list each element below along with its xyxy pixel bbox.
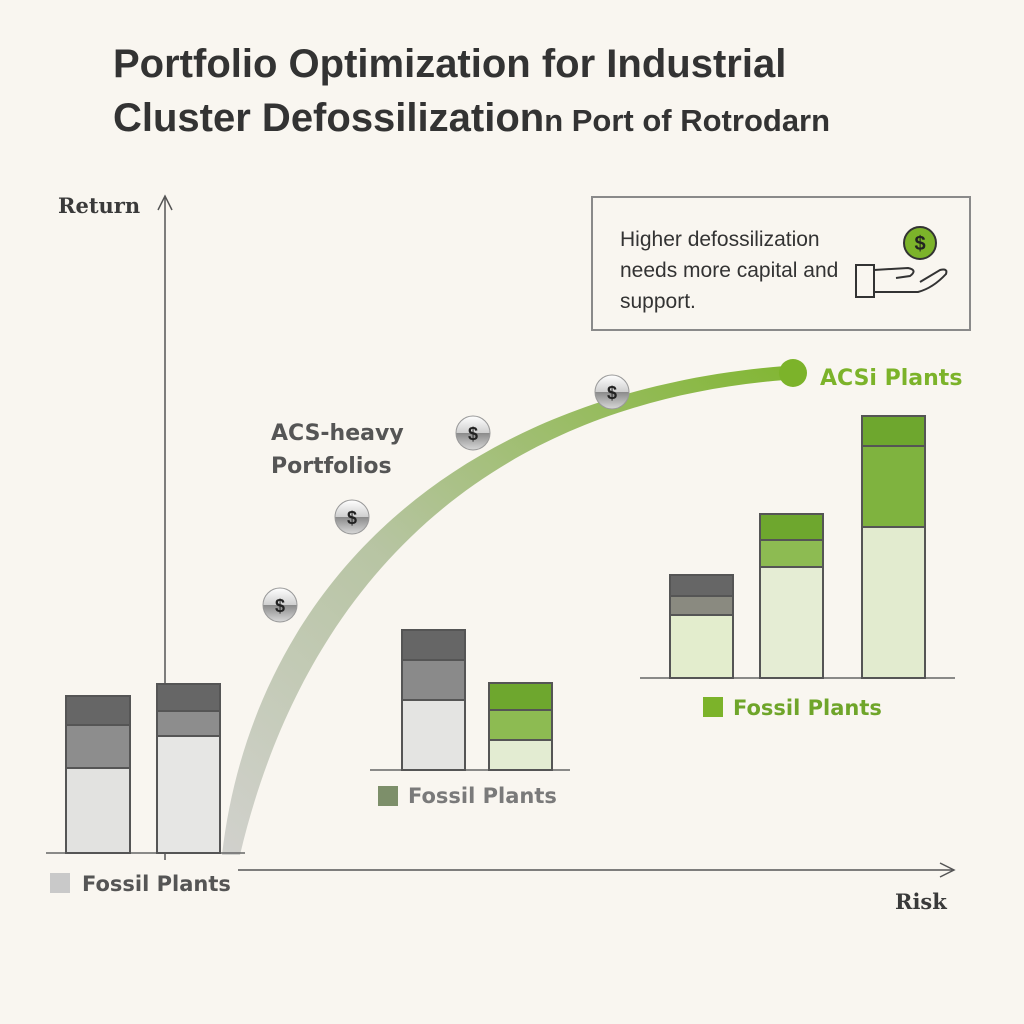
page-title-line2: Cluster Defossilizationn Port of Rotroda… [113, 96, 830, 141]
legend-label-group-3: Fossil Plants [733, 696, 882, 720]
dollar-coin-icon: $ [594, 374, 630, 410]
efficient-frontier-curve [222, 366, 785, 855]
svg-text:$: $ [275, 596, 285, 616]
bar-group-2 [370, 629, 570, 806]
curve-end-dot [779, 359, 807, 387]
svg-text:$: $ [914, 233, 925, 255]
bar [401, 629, 466, 771]
legend-label-group-2: Fossil Plants [408, 784, 557, 808]
bar [65, 695, 131, 854]
legend-swatch [378, 786, 398, 806]
dollar-coin-icon: $ [262, 587, 298, 623]
legend-label-group-1: Fossil Plants [82, 872, 231, 896]
bar [861, 415, 926, 679]
curve-end-label: ACSi Plants [820, 366, 963, 391]
hand-holding-dollar-icon: $ [855, 226, 948, 298]
x-axis-label: Risk [895, 889, 947, 914]
page-title-line1: Portfolio Optimization for Industrial [113, 42, 787, 86]
svg-text:$: $ [468, 424, 478, 444]
x-axis [238, 862, 956, 878]
dollar-coin-icon: $ [455, 415, 491, 451]
bar [488, 682, 553, 771]
title-main: Cluster Defossilization [113, 96, 545, 140]
bar [759, 513, 824, 679]
bar-group-3 [640, 415, 955, 717]
y-axis-label: Return [58, 193, 141, 218]
bar-group-1 [46, 683, 245, 893]
note-text: Higher defossilization needs more capita… [620, 228, 839, 313]
note-box: Higher defossilization needs more capita… [591, 196, 971, 331]
bar [156, 683, 221, 854]
title-subtitle: n Port of Rotrodarn [544, 103, 831, 138]
curve-label: ACS-heavy Portfolios [271, 421, 404, 479]
legend-swatch [50, 873, 70, 893]
curve-markers: $ $ $ $ [262, 374, 630, 623]
svg-text:$: $ [607, 383, 617, 403]
svg-text:$: $ [347, 508, 357, 528]
legend-swatch [703, 697, 723, 717]
bar [669, 574, 734, 679]
dollar-coin-icon: $ [334, 499, 370, 535]
